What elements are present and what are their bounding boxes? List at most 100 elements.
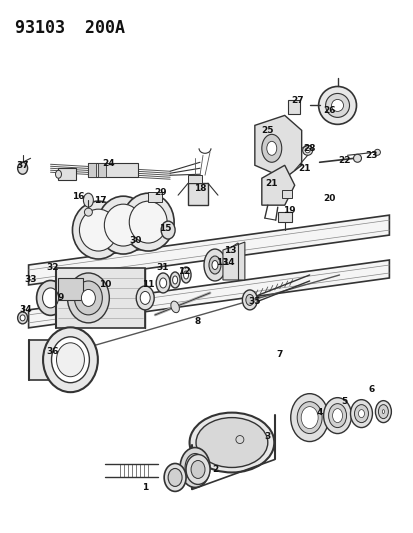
Text: 30: 30 [129, 236, 141, 245]
Ellipse shape [377, 405, 387, 418]
Ellipse shape [300, 407, 317, 429]
Text: 24: 24 [102, 159, 114, 168]
Bar [98, 163, 106, 177]
Ellipse shape [190, 461, 199, 474]
Text: 17: 17 [94, 196, 107, 205]
Bar [58, 168, 76, 180]
Ellipse shape [18, 162, 28, 174]
Ellipse shape [325, 93, 349, 117]
Polygon shape [261, 165, 294, 205]
Ellipse shape [358, 410, 363, 417]
Ellipse shape [79, 209, 117, 251]
Polygon shape [223, 242, 244, 280]
Bar [55, 268, 145, 328]
Ellipse shape [211, 261, 217, 270]
Ellipse shape [189, 413, 273, 472]
Text: 37: 37 [16, 161, 29, 170]
Ellipse shape [196, 417, 267, 467]
Ellipse shape [373, 149, 380, 155]
Ellipse shape [328, 403, 346, 427]
Text: 31: 31 [156, 263, 168, 272]
Ellipse shape [140, 292, 150, 304]
Text: 7: 7 [276, 350, 282, 359]
Ellipse shape [136, 286, 154, 310]
Text: 25: 25 [261, 126, 273, 135]
Text: 9: 9 [57, 294, 64, 302]
Text: 6: 6 [368, 385, 374, 394]
Text: 5: 5 [341, 397, 347, 406]
Text: 32: 32 [46, 263, 59, 272]
Text: 23: 23 [364, 151, 377, 160]
Text: 18: 18 [193, 184, 206, 193]
Ellipse shape [84, 208, 92, 216]
Ellipse shape [190, 461, 204, 479]
Text: 13: 13 [215, 257, 228, 266]
Ellipse shape [318, 86, 356, 124]
Ellipse shape [168, 469, 182, 487]
Text: 22: 22 [337, 156, 350, 165]
Ellipse shape [354, 405, 368, 423]
Ellipse shape [185, 454, 204, 481]
Ellipse shape [156, 273, 170, 293]
Ellipse shape [161, 221, 175, 239]
Text: 34: 34 [19, 305, 32, 314]
Ellipse shape [323, 398, 351, 433]
Text: 2: 2 [211, 465, 218, 474]
Ellipse shape [164, 464, 185, 491]
Ellipse shape [242, 290, 257, 310]
Text: 26: 26 [323, 106, 335, 115]
Text: 13: 13 [223, 246, 235, 255]
Text: 93103  200A: 93103 200A [14, 19, 124, 37]
Text: 20: 20 [323, 193, 335, 203]
Ellipse shape [332, 409, 342, 423]
Ellipse shape [382, 410, 384, 414]
Polygon shape [254, 116, 301, 178]
Bar [277, 212, 291, 222]
Text: 1: 1 [142, 483, 148, 492]
Ellipse shape [104, 204, 142, 246]
Ellipse shape [83, 193, 93, 207]
Ellipse shape [97, 196, 149, 254]
Text: 14: 14 [221, 257, 234, 266]
Text: 28: 28 [303, 144, 315, 153]
Bar [188, 175, 202, 183]
Ellipse shape [353, 154, 361, 162]
Ellipse shape [172, 276, 177, 284]
Bar [148, 192, 162, 202]
Ellipse shape [18, 312, 28, 324]
Text: 21: 21 [298, 164, 310, 173]
Text: 15: 15 [159, 224, 171, 232]
Ellipse shape [129, 201, 167, 243]
Ellipse shape [331, 100, 343, 111]
Polygon shape [28, 215, 389, 285]
Text: 16: 16 [72, 192, 85, 201]
Text: 33: 33 [24, 276, 37, 285]
Text: 35: 35 [248, 297, 261, 306]
Bar [287, 100, 299, 115]
Ellipse shape [245, 294, 253, 305]
Ellipse shape [72, 201, 124, 259]
Bar [58, 278, 83, 300]
Text: 12: 12 [178, 268, 190, 277]
Ellipse shape [20, 315, 25, 321]
Ellipse shape [183, 271, 188, 279]
Ellipse shape [375, 401, 390, 423]
Ellipse shape [159, 278, 166, 288]
Ellipse shape [209, 256, 221, 274]
Ellipse shape [302, 146, 312, 155]
Ellipse shape [290, 394, 328, 441]
Ellipse shape [171, 301, 179, 313]
Ellipse shape [43, 327, 97, 392]
Text: 21: 21 [265, 179, 278, 188]
Ellipse shape [74, 281, 102, 315]
Ellipse shape [36, 280, 64, 316]
Ellipse shape [170, 272, 180, 288]
Ellipse shape [261, 134, 281, 162]
Text: 4: 4 [316, 408, 322, 417]
Ellipse shape [180, 267, 190, 283]
Ellipse shape [67, 273, 109, 323]
Text: 29: 29 [154, 188, 166, 197]
Text: 3: 3 [264, 432, 270, 441]
Ellipse shape [297, 402, 321, 433]
Ellipse shape [81, 289, 95, 306]
